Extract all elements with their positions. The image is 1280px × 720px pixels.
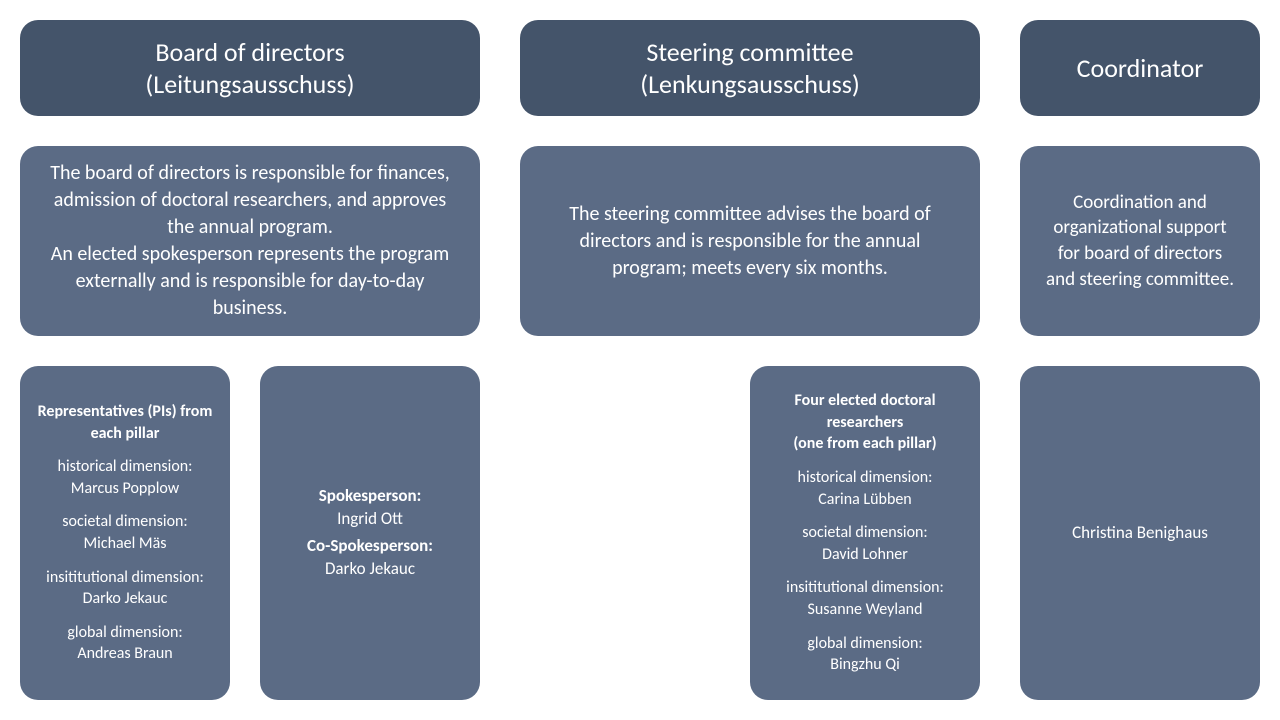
steering-rep-2-name: Susanne Weyland xyxy=(786,599,944,621)
steering-rep-3: global dimension: Bingzhu Qi xyxy=(807,633,922,676)
header-board-line1: Board of directors xyxy=(155,36,344,69)
board-spokes-1: Co-Spokesperson: Darko Jekauc xyxy=(307,535,433,581)
steering-rep-1-name: David Lohner xyxy=(802,544,927,566)
board-spokes-0-label: Spokesperson: xyxy=(319,485,422,508)
steering-rep-2-dim: insititutional dimension: xyxy=(786,577,944,599)
steering-rep-0: historical dimension: Carina Lübben xyxy=(798,467,933,510)
steering-reps-title-l1: Four elected doctoral researchers xyxy=(760,390,970,433)
board-spokes-box: Spokesperson: Ingrid Ott Co-Spokesperson… xyxy=(260,366,480,700)
coordinator-name-box: Christina Benighaus xyxy=(1020,366,1260,700)
board-rep-2: insititutional dimension: Darko Jekauc xyxy=(46,567,204,610)
steering-rep-1-dim: societal dimension: xyxy=(802,522,927,544)
steering-reps-title-l2: (one from each pillar) xyxy=(760,433,970,455)
header-steering: Steering committee (Lenkungsausschuss) xyxy=(520,20,980,116)
board-spokes-0-name: Ingrid Ott xyxy=(319,508,422,531)
board-rep-3-name: Andreas Braun xyxy=(67,643,182,665)
board-details-row: Representatives (PIs) from each pillar h… xyxy=(20,366,480,700)
desc-board: The board of directors is responsible fo… xyxy=(20,146,480,336)
board-rep-1-name: Michael Mäs xyxy=(62,533,187,555)
board-rep-0-dim: historical dimension: xyxy=(58,456,193,478)
board-rep-1-dim: societal dimension: xyxy=(62,511,187,533)
board-spokes-1-name: Darko Jekauc xyxy=(307,558,433,581)
desc-steering-text: The steering committee advises the board… xyxy=(542,201,958,282)
board-rep-2-name: Darko Jekauc xyxy=(46,588,204,610)
header-coordinator: Coordinator xyxy=(1020,20,1260,116)
board-spokes-0: Spokesperson: Ingrid Ott xyxy=(319,485,422,531)
board-rep-3-dim: global dimension: xyxy=(67,622,182,644)
header-board: Board of directors (Leitungsausschuss) xyxy=(20,20,480,116)
desc-steering: The steering committee advises the board… xyxy=(520,146,980,336)
desc-coordinator: Coordination and organizational support … xyxy=(1020,146,1260,336)
header-coordinator-line1: Coordinator xyxy=(1077,52,1204,85)
steering-rep-3-name: Bingzhu Qi xyxy=(807,654,922,676)
steering-reps-title: Four elected doctoral researchers (one f… xyxy=(760,390,970,455)
header-board-line2: (Leitungsausschuss) xyxy=(145,68,354,101)
steering-rep-0-name: Carina Lübben xyxy=(798,489,933,511)
steering-rep-1: societal dimension: David Lohner xyxy=(802,522,927,565)
board-reps-box: Representatives (PIs) from each pillar h… xyxy=(20,366,230,700)
board-rep-0-name: Marcus Popplow xyxy=(58,478,193,500)
steering-rep-2: insititutional dimension: Susanne Weylan… xyxy=(786,577,944,620)
desc-coordinator-text: Coordination and organizational support … xyxy=(1042,190,1238,293)
board-reps-title: Representatives (PIs) from each pillar xyxy=(30,401,220,444)
steering-rep-3-dim: global dimension: xyxy=(807,633,922,655)
board-rep-3: global dimension: Andreas Braun xyxy=(67,622,182,665)
coordinator-name: Christina Benighaus xyxy=(1072,522,1208,545)
board-rep-0: historical dimension: Marcus Popplow xyxy=(58,456,193,499)
board-rep-2-dim: insititutional dimension: xyxy=(46,567,204,589)
org-chart-grid: Board of directors (Leitungsausschuss) S… xyxy=(20,20,1260,700)
steering-reps-box: Four elected doctoral researchers (one f… xyxy=(750,366,980,700)
board-spokes-1-label: Co-Spokesperson: xyxy=(307,535,433,558)
header-steering-line2: (Lenkungsausschuss) xyxy=(640,68,860,101)
desc-board-text: The board of directors is responsible fo… xyxy=(42,160,458,322)
steering-details-row: Four elected doctoral researchers (one f… xyxy=(520,366,980,700)
steering-rep-0-dim: historical dimension: xyxy=(798,467,933,489)
header-steering-line1: Steering committee xyxy=(646,36,853,69)
board-rep-1: societal dimension: Michael Mäs xyxy=(62,511,187,554)
